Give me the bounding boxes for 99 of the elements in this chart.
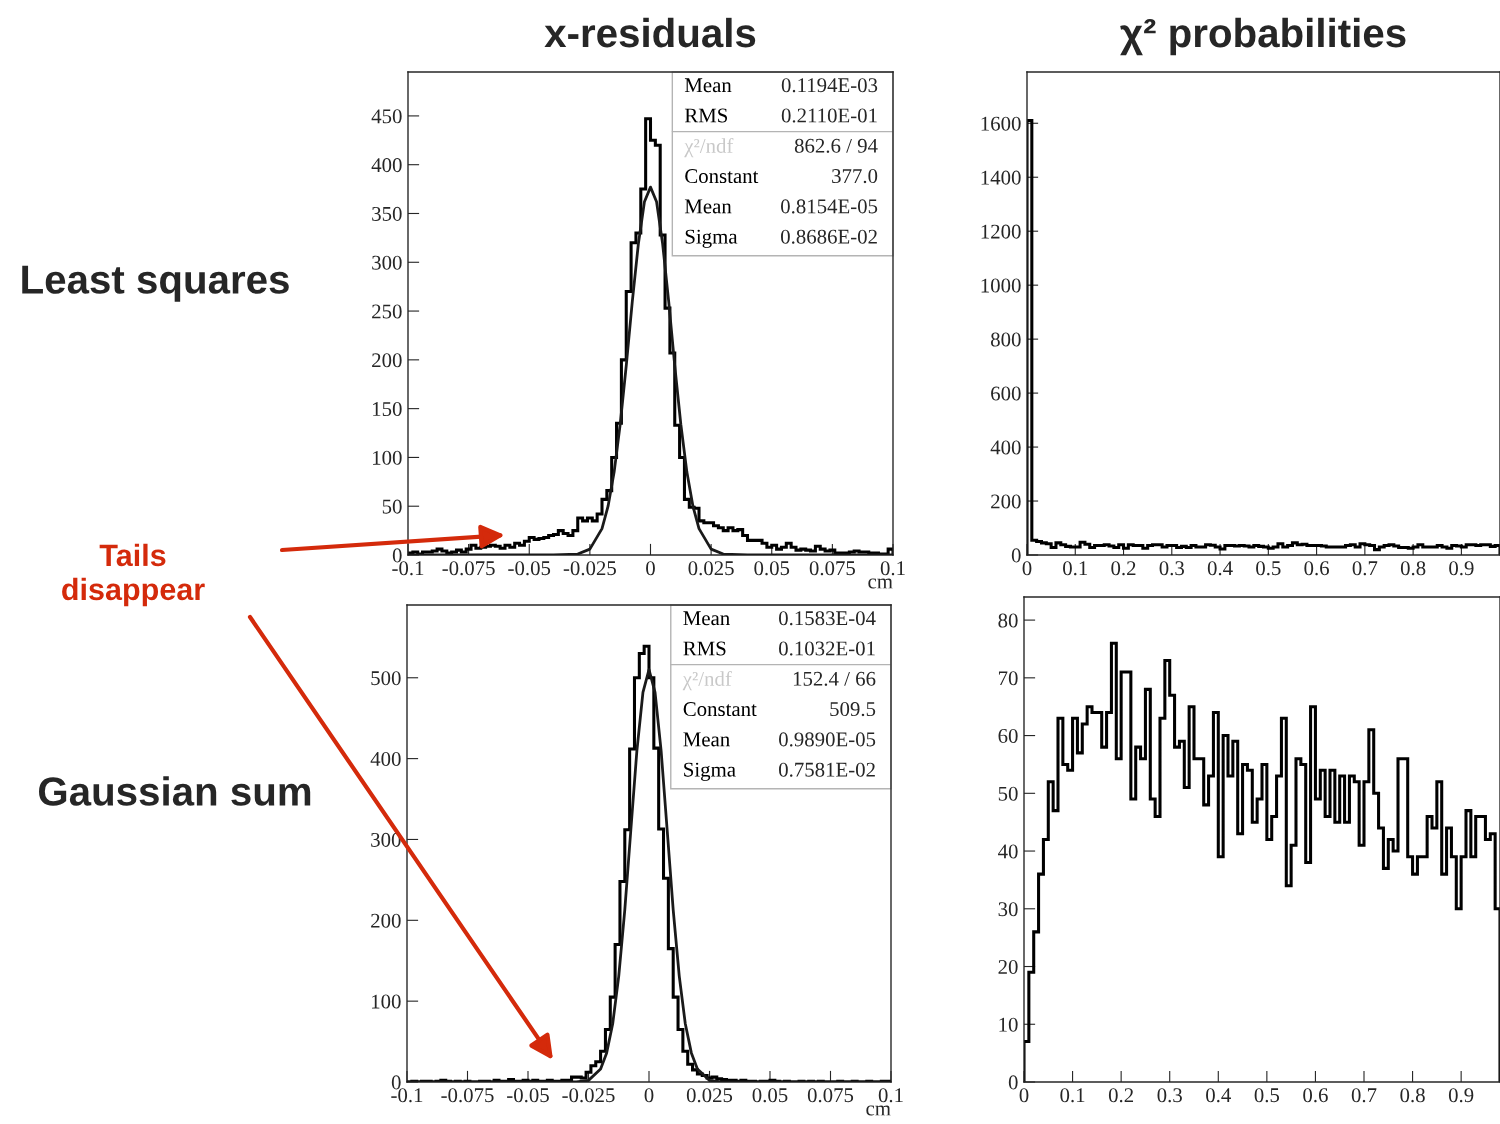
annotation: 0.8686E-02 <box>781 229 877 244</box>
annotation: 0.1583E-04 <box>779 611 876 626</box>
y-tick-label: 450 <box>371 109 402 124</box>
x-tick-label: -0.075 <box>442 561 495 576</box>
y-tick-label: 20 <box>998 959 1018 974</box>
x-tick-label: 0.6 <box>1304 561 1329 576</box>
y-tick-label: 400 <box>990 440 1021 455</box>
y-tick-label: 0 <box>1008 1075 1018 1090</box>
x-tick-label: 0 <box>1022 561 1032 576</box>
annotation: Mean <box>683 732 730 747</box>
y-tick-label: 80 <box>998 613 1018 628</box>
x-tick-label: 0.8 <box>1400 1088 1425 1103</box>
y-tick-label: 300 <box>372 255 402 270</box>
y-tick-label: 800 <box>990 332 1021 347</box>
x-tick-label: -0.025 <box>562 1088 615 1103</box>
annotation: Constant <box>685 169 759 184</box>
x-tick-label: 0.7 <box>1352 561 1378 576</box>
annotation: 0.7581E-02 <box>779 762 875 777</box>
y-tick-label: 60 <box>998 728 1018 743</box>
y-tick-label: 600 <box>991 386 1021 401</box>
chart-title: x-residuals <box>544 17 756 48</box>
annotation: 0.9890E-05 <box>779 732 876 747</box>
x-axis-title: cm <box>868 578 893 589</box>
x-tick-label: 0 <box>646 561 655 576</box>
y-tick-label: 30 <box>998 902 1018 917</box>
x-tick-label: -0.075 <box>441 1088 494 1103</box>
y-tick-label: 400 <box>371 158 402 173</box>
y-tick-label: 40 <box>998 844 1018 859</box>
y-tick-label: 10 <box>999 1017 1018 1032</box>
x-tick-label: 0.025 <box>686 1088 733 1103</box>
x-tick-label: 0.5 <box>1254 1088 1280 1103</box>
y-tick-label: 150 <box>373 402 402 417</box>
annotation: Mean <box>683 611 730 626</box>
annotation: Mean <box>684 199 732 214</box>
x-tick-label: 0.7 <box>1351 1088 1377 1103</box>
annotation: Constant <box>683 702 757 717</box>
x-tick-label: 0.075 <box>807 1088 854 1103</box>
y-tick-label: 50 <box>998 786 1018 801</box>
chart-title: χ² probabilities <box>1120 17 1406 56</box>
x-tick-label: 0.1 <box>1063 561 1088 576</box>
x-tick-label: 0.1 <box>880 561 905 576</box>
x-tick-label: -0.05 <box>507 1088 549 1103</box>
y-tick-label: 200 <box>991 494 1021 509</box>
y-axis-title: Gaussian sum <box>39 776 311 806</box>
x-tick-label: 0.9 <box>1448 1088 1474 1103</box>
annotation: 152.4 / 66 <box>793 671 876 686</box>
x-tick-label: 0.9 <box>1449 561 1474 576</box>
annotation: Sigma <box>684 762 736 781</box>
y-tick-label: 50 <box>382 499 402 514</box>
annotation: 0.8154E-05 <box>781 199 878 214</box>
annotation: Mean <box>684 78 732 93</box>
x-tick-label: 0.1 <box>1060 1088 1085 1103</box>
x-tick-label: 0.5 <box>1256 561 1281 576</box>
annotation: 0.1032E-01 <box>779 641 875 656</box>
y-tick-label: 200 <box>372 353 402 368</box>
y-tick-label: 0 <box>392 548 402 563</box>
y-axis-title: Least squares <box>22 265 289 302</box>
annotation: RMS <box>683 641 726 656</box>
x-tick-label: 0.3 <box>1157 1088 1182 1103</box>
x-tick-label: 0.1 <box>878 1088 903 1103</box>
text: Tails disappear <box>62 543 205 607</box>
x-tick-label: 0.8 <box>1400 561 1426 576</box>
annotation: 0.2110E-01 <box>781 108 877 123</box>
y-tick-label: 1200 <box>981 224 1021 239</box>
x-tick-label: 0.6 <box>1303 1088 1328 1103</box>
y-tick-label: 400 <box>370 751 401 767</box>
x-tick-label: 0.4 <box>1207 561 1233 576</box>
annotation: 509.5 <box>830 702 876 717</box>
x-tick-label: 0.075 <box>809 561 855 576</box>
x-tick-label: 0.3 <box>1159 561 1184 576</box>
x-tick-label: 0.05 <box>754 561 790 576</box>
x-axis-title: cm <box>866 1105 891 1116</box>
x-tick-label: 0 <box>644 1088 654 1103</box>
annotation: 862.6 / 94 <box>794 138 878 153</box>
x-tick-label: 0.2 <box>1108 1088 1134 1103</box>
y-tick-label: 250 <box>372 304 402 319</box>
x-tick-label: -0.05 <box>508 561 551 576</box>
annotation: RMS <box>684 108 728 123</box>
y-tick-label: 200 <box>371 913 401 928</box>
x-tick-label: 0.2 <box>1111 561 1136 576</box>
y-tick-label: 100 <box>372 994 401 1009</box>
annotation: 0.1194E-03 <box>781 78 878 93</box>
annotation: Sigma <box>685 229 738 248</box>
x-tick-label: -0.025 <box>563 561 616 576</box>
y-tick-label: 1000 <box>981 278 1021 293</box>
y-tick-label: 350 <box>372 206 402 221</box>
x-tick-label: 0.4 <box>1206 1088 1231 1103</box>
y-tick-label: 0 <box>391 1075 401 1090</box>
annotation: 377.0 <box>832 169 878 184</box>
y-tick-label: 500 <box>371 671 401 686</box>
x-tick-label: 0.05 <box>752 1088 788 1103</box>
y-tick-label: 100 <box>373 450 402 465</box>
y-tick-label: 70 <box>998 671 1018 686</box>
y-tick-label: 1400 <box>981 170 1021 185</box>
y-tick-label: 0 <box>1011 548 1021 563</box>
x-tick-label: -0.1 <box>392 561 424 576</box>
y-tick-label: 1600 <box>981 116 1021 131</box>
x-tick-label: -0.1 <box>391 1088 423 1103</box>
x-tick-label: 0.025 <box>688 561 734 576</box>
